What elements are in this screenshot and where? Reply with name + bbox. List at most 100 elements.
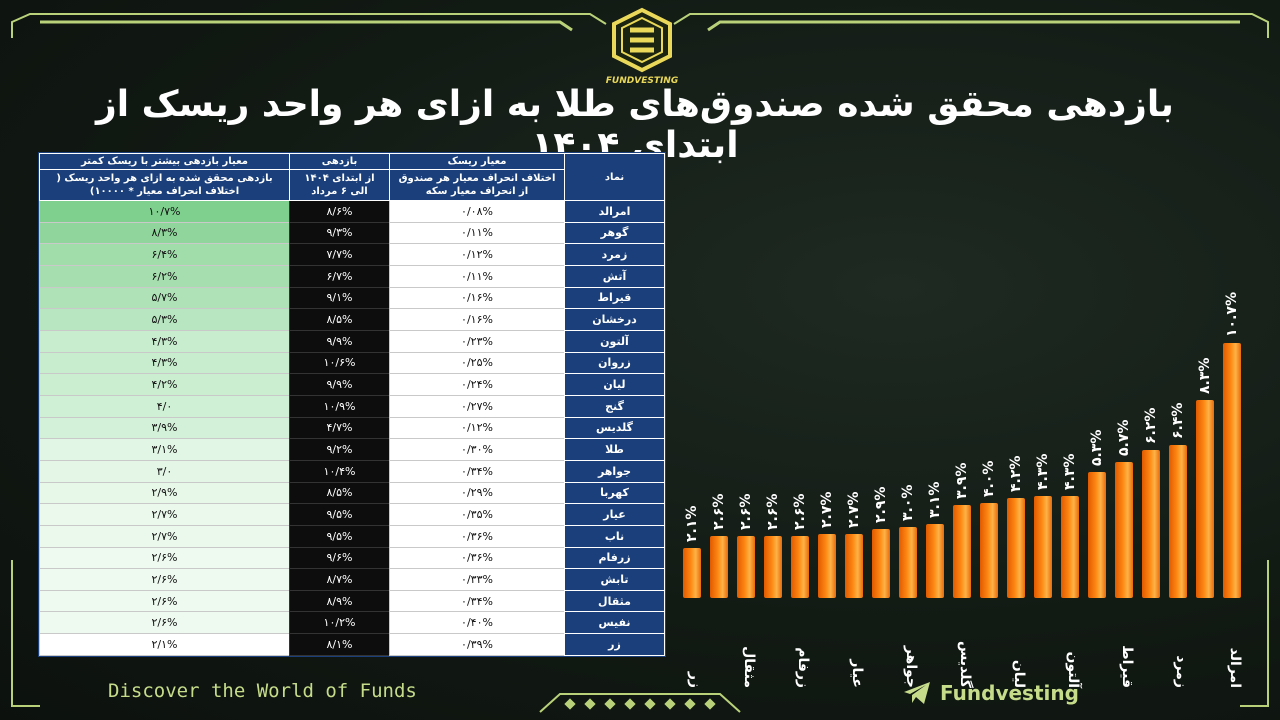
footer-brand-block: Fundvesting (900, 678, 1100, 708)
cell-symbol: زر (564, 633, 665, 656)
cell-rar: ۴/۲% (39, 373, 290, 396)
table-row: زرفام ۰/۳۶% ۹/۶% ۲/۶% (39, 546, 665, 570)
footer-tagline: Discover the World of Funds (108, 680, 417, 702)
bar-value-label: ۴.۰% (981, 460, 997, 497)
cell-return: ۱۰/۲% (289, 611, 390, 635)
cell-risk: ۰/۰۸% (389, 200, 565, 223)
cell-risk: ۰/۲۵% (389, 351, 565, 375)
cell-return: ۹/۵% (289, 524, 390, 548)
bar-value-label: ۴.۳% (1062, 453, 1078, 490)
chart-bar (1034, 495, 1052, 598)
cell-risk: ۰/۲۴% (389, 373, 565, 396)
chart-bar (845, 533, 863, 598)
bar-value-label: ۲.۱% (684, 505, 700, 542)
cell-risk: ۰/۲۳% (389, 329, 565, 353)
x-tick-label: جواهر (903, 645, 919, 688)
telegram-icon (904, 682, 930, 704)
cell-symbol: تابش (564, 568, 665, 591)
chart-bar (872, 528, 890, 598)
table-row: گنج ۰/۲۷% ۱۰/۹% ۴/۰ (39, 394, 665, 418)
cell-return: ۱۰/۹% (289, 394, 390, 418)
cell-return: ۱۰/۴% (289, 459, 390, 483)
logo-hexagon-icon (612, 7, 672, 73)
cell-risk: ۰/۳۴% (389, 589, 565, 613)
cell-risk: ۰/۳۳% (389, 568, 565, 591)
bar-value-label: ۶.۴% (1170, 403, 1186, 440)
header-rar: معیار بازدهی بیشتر با ریسک کمتر (39, 153, 290, 170)
table-row: زمرد ۰/۱۲% ۷/۷% ۶/۴% (39, 243, 665, 266)
cell-risk: ۰/۱۶% (389, 308, 565, 331)
chart-bar (1196, 400, 1214, 598)
bar-value-label: ۴.۳% (1035, 453, 1051, 490)
page-title: بازدهی محقق شده صندوق‌های طلا به ازای هر… (96, 84, 1174, 166)
chart-bar (980, 502, 998, 598)
cell-return: ۹/۶% (289, 546, 390, 570)
bar-value-label: ۴.۲% (1008, 455, 1024, 492)
cell-symbol: زرفام (564, 546, 665, 570)
funds-table: نماد معیار ریسک بازدهی معیار بازدهی بیشت… (38, 152, 666, 657)
chart-bar (1115, 462, 1133, 598)
table-row: زر ۰/۳۹% ۸/۱% ۲/۱% (39, 633, 665, 656)
fundvesting-logo: FUNDVESTING (604, 6, 680, 88)
x-tick-label: زمرد (1173, 655, 1189, 688)
cell-rar: ۲/۷% (39, 524, 290, 548)
cell-rar: ۳/۹% (39, 416, 290, 440)
cell-return: ۸/۹% (289, 589, 390, 613)
table-row: زروان ۰/۲۵% ۱۰/۶% ۴/۳% (39, 351, 665, 375)
table-row: نفیس ۰/۴۰% ۱۰/۲% ۲/۶% (39, 611, 665, 635)
cell-symbol: لیان (564, 373, 665, 396)
bar-value-label: ۳.۱% (927, 481, 943, 519)
header-return-sub: از ابتدای ۱۴۰۴ الی ۶ مرداد (289, 169, 390, 201)
table-row: جواهر ۰/۳۴% ۱۰/۴% ۳/۰ (39, 459, 665, 483)
cell-return: ۸/۷% (289, 568, 390, 591)
cell-symbol: عیار (564, 503, 665, 526)
chart-bar (710, 536, 728, 598)
cell-rar: ۲/۷% (39, 503, 290, 526)
cell-symbol: ناب (564, 524, 665, 548)
cell-risk: ۰/۴۰% (389, 611, 565, 635)
table-row: امرالد ۰/۰۸% ۸/۶% ۱۰/۷% (39, 200, 665, 223)
chart-bar (899, 526, 917, 598)
cell-return: ۸/۵% (289, 308, 390, 331)
footer-brand: Fundvesting (940, 681, 1079, 705)
cell-symbol: آلتون (564, 329, 665, 353)
table-row: گلدیس ۰/۱۲% ۴/۷% ۳/۹% (39, 416, 665, 440)
cell-return: ۹/۹% (289, 373, 390, 396)
cell-return: ۸/۵% (289, 481, 390, 505)
cell-symbol: گلدیس (564, 416, 665, 440)
cell-return: ۱۰/۶% (289, 351, 390, 375)
bar-value-label: ۱۰.۷% (1224, 292, 1240, 337)
cell-risk: ۰/۳۶% (389, 546, 565, 570)
cell-rar: ۶/۴% (39, 243, 290, 266)
table-row: درخشان ۰/۱۶% ۸/۵% ۵/۳% (39, 308, 665, 331)
bar-value-label: ۵.۳% (1089, 429, 1105, 466)
cell-rar: ۵/۳% (39, 308, 290, 331)
cell-risk: ۰/۱۱% (389, 221, 565, 245)
x-tick-label: عیار (849, 659, 865, 688)
table-row: ناب ۰/۳۶% ۹/۵% ۲/۷% (39, 524, 665, 548)
cell-return: ۹/۲% (289, 438, 390, 461)
chart-bar (1088, 471, 1106, 598)
cell-symbol: گنج (564, 394, 665, 418)
chart-bar (926, 524, 944, 598)
x-tick-label: زر (687, 671, 703, 688)
cell-return: ۸/۱% (289, 633, 390, 656)
cell-rar: ۴/۰ (39, 394, 290, 418)
bar-value-label: ۲.۶% (711, 493, 727, 531)
chart-bar (737, 536, 755, 598)
cell-symbol: آتش (564, 264, 665, 288)
cell-risk: ۰/۳۴% (389, 459, 565, 483)
cell-risk: ۰/۱۲% (389, 416, 565, 440)
bar-value-label: ۳.۹% (954, 462, 970, 500)
bar-value-label: ۲.۶% (765, 493, 781, 531)
cell-rar: ۲/۶% (39, 546, 290, 570)
bar-value-label: ۸.۳% (1197, 357, 1213, 395)
cell-risk: ۰/۳۹% (389, 633, 565, 656)
table-row: آلتون ۰/۲۳% ۹/۹% ۴/۳% (39, 329, 665, 353)
cell-rar: ۳/۰ (39, 459, 290, 483)
cell-rar: ۶/۲% (39, 264, 290, 288)
chart-bar (791, 536, 809, 598)
cell-symbol: گوهر (564, 221, 665, 245)
cell-rar: ۸/۳% (39, 221, 290, 245)
